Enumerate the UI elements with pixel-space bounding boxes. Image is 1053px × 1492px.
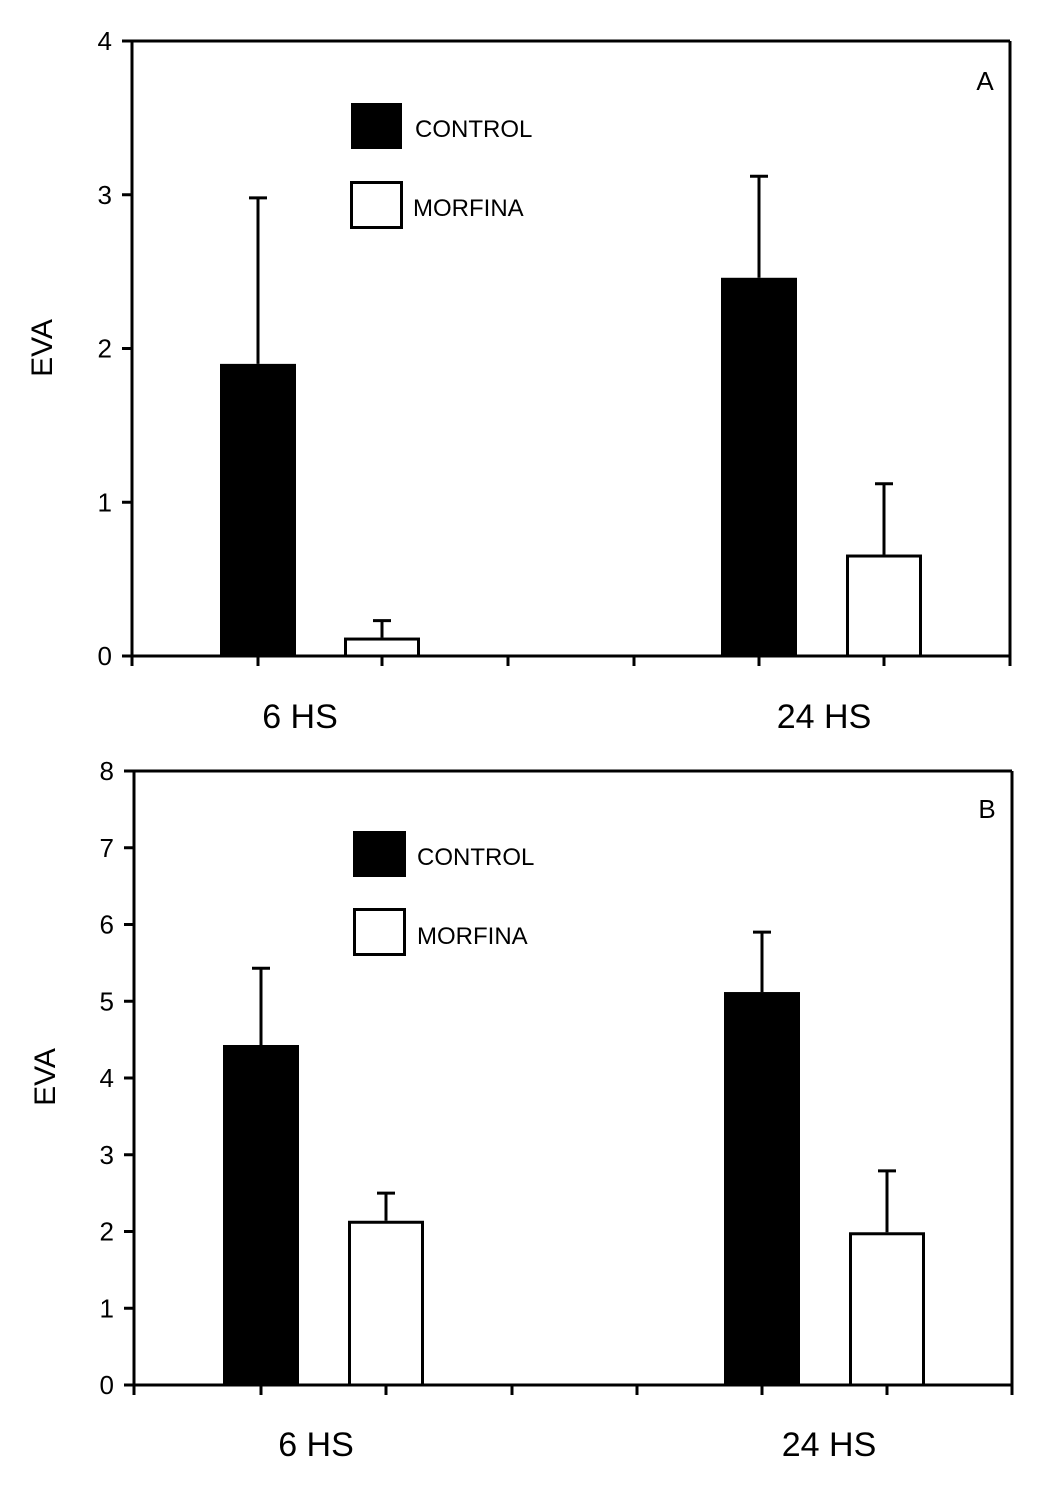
bar-morfina: [849, 1232, 925, 1387]
y-tick-label: 8: [100, 756, 114, 786]
panel-label: A: [976, 66, 994, 96]
legend-label-control: CONTROL: [417, 844, 534, 871]
y-tick-label: 3: [100, 1140, 114, 1170]
y-tick-label: 6: [100, 910, 114, 940]
legend-swatch-morfina: [350, 181, 403, 229]
legend: CONTROL MORFINA: [353, 831, 534, 956]
x-tick-label: 24 HS: [777, 698, 872, 736]
bar-control: [220, 363, 296, 656]
legend-label-morfina: MORFINA: [417, 923, 528, 950]
chart-panel-b: B EVA CONTROL MORFINA 6 HS 24 HS 0 1 2 3 4 5 6…: [29, 756, 1014, 1464]
y-tick-label: 4: [98, 26, 112, 56]
bar-control: [721, 277, 797, 656]
x-tick-label: 6 HS: [278, 1426, 354, 1464]
y-tick-label: 2: [100, 1217, 114, 1247]
legend-swatch-control: [353, 831, 406, 877]
x-tick-label: 24 HS: [782, 1426, 877, 1464]
y-tick-label: 1: [100, 1293, 114, 1323]
bar-morfina: [348, 1220, 424, 1387]
y-tick-label: 0: [100, 1370, 114, 1400]
y-axis-label: EVA: [29, 1048, 62, 1106]
legend-swatch-control: [351, 103, 402, 149]
legend-swatch-morfina: [353, 908, 406, 956]
y-axis-label: EVA: [26, 319, 59, 377]
bar-morfina: [344, 637, 420, 658]
bar-morfina: [846, 554, 922, 658]
x-tick-label: 6 HS: [262, 698, 338, 736]
legend-label-control: CONTROL: [415, 116, 532, 143]
y-tick-label: 2: [98, 334, 112, 364]
bar-control: [724, 992, 800, 1385]
y-tick-label: 1: [98, 487, 112, 517]
legend-label-morfina: MORFINA: [413, 195, 524, 222]
chart-panel-a: A EVA CONTROL MORFINA 6 HS 24 HS 0 1 2 3 4: [26, 26, 1012, 736]
y-tick-label: 0: [98, 641, 112, 671]
legend: CONTROL MORFINA: [350, 103, 532, 229]
y-tick-label: 4: [100, 1063, 114, 1093]
y-tick-label: 5: [100, 986, 114, 1016]
bar-control: [223, 1044, 299, 1385]
y-tick-label: 3: [98, 180, 112, 210]
panel-label: B: [978, 794, 995, 824]
y-tick-label: 7: [100, 833, 114, 863]
